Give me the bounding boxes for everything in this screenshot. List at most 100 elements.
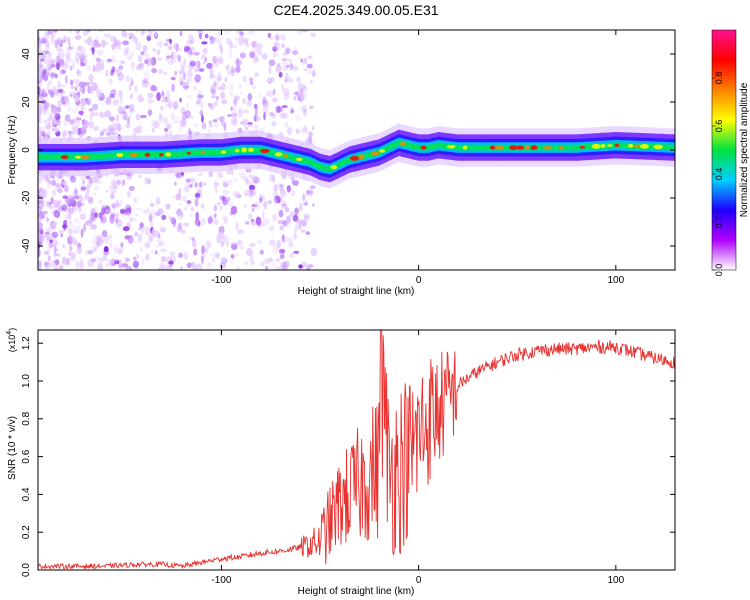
spectrogram-speckle	[178, 252, 183, 259]
spectrogram-speckle	[128, 185, 135, 191]
spectrogram-speckle	[303, 57, 308, 65]
spectrogram-speckle	[167, 45, 173, 50]
spectrogram-speckle	[47, 89, 52, 95]
spectrogram-speckle	[186, 262, 192, 269]
spectrogram-speckle	[39, 103, 45, 112]
spectrogram-speckle	[212, 119, 218, 123]
spectrogram-speckle	[303, 202, 309, 206]
spectrogram-speckle	[175, 42, 179, 52]
spectrogram-speckle	[38, 105, 41, 113]
spectrogram-speckle	[149, 202, 155, 207]
spectrogram-speckle	[227, 70, 231, 76]
spectrogram-speckle	[122, 40, 129, 46]
spectrogram-speckle	[186, 69, 193, 78]
spectrogram-x-label: Height of straight line (km)	[298, 286, 415, 297]
spectrogram-speckle	[228, 179, 233, 185]
spectrogram-speckle	[239, 245, 245, 250]
spectrogram-speckle	[63, 62, 69, 70]
spectrogram-speckle	[148, 32, 154, 37]
spectrogram-speckle	[166, 90, 171, 100]
spectrogram-speckle	[252, 45, 258, 53]
spectrogram-speckle	[109, 213, 115, 223]
spectrogram-speckle	[183, 46, 190, 53]
spectrogram-speckle	[142, 44, 148, 53]
spectrogram-speckle	[155, 197, 161, 205]
spectrogram-speckle	[266, 77, 273, 84]
spectrogram-speckle	[277, 219, 283, 225]
spectrogram-speckle	[254, 177, 262, 184]
spectrogram-speckle	[211, 74, 217, 79]
spectrogram-speckle	[179, 47, 182, 52]
spectrogram-speckle	[93, 126, 99, 132]
spectrogram-speckle	[252, 124, 259, 129]
spectrogram-speckle	[208, 124, 214, 128]
spectrogram-speckle	[207, 102, 213, 107]
spectrogram-speckle	[119, 97, 123, 105]
spectrogram-speckle	[65, 52, 70, 60]
spectrogram-speckle	[272, 45, 278, 52]
spectrogram-speckle	[249, 254, 254, 263]
spectrogram-hotspot	[349, 156, 360, 161]
spectrogram-speckle	[153, 121, 160, 129]
spectrogram-speckle	[253, 201, 261, 210]
spectrogram-speckle	[109, 116, 115, 122]
spectrogram-speckle	[267, 33, 272, 39]
spectrogram-speckle	[44, 42, 50, 52]
spectrogram-speckle	[179, 97, 182, 103]
spectrogram-speckle	[61, 255, 66, 265]
spectrogram-speckle	[183, 58, 186, 68]
spectrogram-speckle	[269, 34, 274, 41]
spectrogram-speckle	[52, 189, 56, 198]
spectrogram-speckle	[169, 216, 172, 221]
spectrogram-speckle	[233, 103, 238, 113]
spectrogram-speckle	[92, 175, 99, 180]
spectrogram-speckle	[53, 209, 61, 218]
spectrogram-hotspot	[614, 143, 620, 148]
spectrogram-speckle	[75, 30, 81, 34]
spectrogram-speckle	[97, 262, 103, 270]
spectrogram-speckle	[225, 37, 232, 45]
spectrogram-speckle	[200, 102, 204, 111]
spectrogram-speckle	[187, 236, 194, 241]
spectrogram-speckle	[293, 91, 299, 96]
spectrogram-speckle	[298, 204, 303, 212]
spectrogram-hotspot	[330, 165, 338, 170]
spectrogram-speckle	[213, 213, 217, 219]
spectrogram-speckle	[180, 107, 186, 113]
spectrogram-speckle	[247, 93, 253, 101]
spectrogram-speckle	[60, 49, 65, 58]
spectrogram-speckle	[79, 127, 86, 135]
spectrogram-speckle	[175, 193, 182, 201]
spectrogram-speckle	[125, 173, 133, 181]
spectrogram-speckle	[88, 108, 94, 112]
spectrogram-speckle	[80, 186, 87, 191]
spectrogram-speckle	[43, 210, 48, 215]
spectrogram-hotspot	[420, 145, 427, 150]
spectrogram-speckle	[278, 209, 284, 218]
spectrogram-speckle	[130, 64, 136, 71]
spectrogram-speckle	[230, 106, 234, 112]
spectrogram-speckle	[41, 73, 45, 80]
spectrogram-speckle	[123, 112, 128, 121]
spectrogram-speckle	[79, 213, 86, 221]
spectrogram-speckle	[38, 117, 43, 124]
spectrogram-hotspot	[543, 146, 553, 150]
spectrogram-speckle	[235, 222, 239, 231]
spectrogram-hotspot	[75, 155, 82, 159]
spectrogram-speckle	[146, 35, 152, 42]
spectrogram-speckle	[249, 242, 256, 248]
spectrogram-speckle	[42, 88, 45, 94]
spectrogram-speckle	[219, 116, 225, 123]
spectrogram-speckle	[38, 261, 42, 270]
spectrogram-speckle	[60, 265, 64, 270]
spectrogram-speckle	[210, 85, 216, 94]
spectrogram-speckle	[309, 105, 314, 109]
spectrogram-speckle	[143, 52, 148, 57]
spectrogram-speckle	[132, 260, 139, 268]
spectrogram-speckle	[157, 208, 164, 215]
spectrogram-speckle	[38, 111, 41, 121]
spectrogram-hotspot	[282, 154, 289, 158]
spectrogram-speckle	[230, 65, 234, 74]
spectrogram-speckle	[260, 261, 265, 267]
spectrogram-speckle	[165, 55, 172, 59]
